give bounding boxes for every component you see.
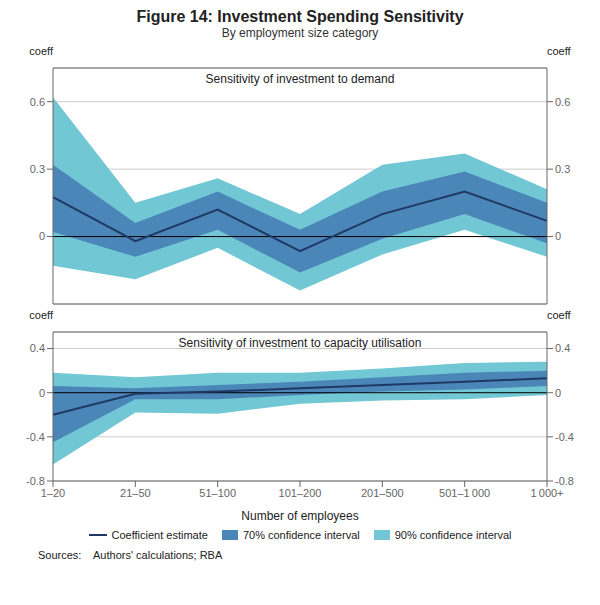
html-text:90% confidence interval: 90% confidence interval xyxy=(394,529,512,541)
svg-text:1–20: 1–20 xyxy=(41,487,65,499)
html-text:By employment size category: By employment size category xyxy=(221,26,379,40)
svg-text:-0.8: -0.8 xyxy=(555,475,574,487)
svg-text:51–100: 51–100 xyxy=(199,487,236,499)
html-text:coeff: coeff xyxy=(547,45,571,57)
svg-text:-0.4: -0.4 xyxy=(555,431,574,443)
html-text:coeff: coeff xyxy=(29,45,53,57)
svg-text:0.6: 0.6 xyxy=(30,96,45,108)
svg-text:0: 0 xyxy=(39,387,45,399)
svg-text:0: 0 xyxy=(555,230,561,242)
svg-text:0: 0 xyxy=(39,230,45,242)
svg-text:0.4: 0.4 xyxy=(30,342,45,354)
svg-text:0.3: 0.3 xyxy=(555,163,570,175)
html-text:Figure 14: Investment Spending: Figure 14: Investment Spending Sensitivi… xyxy=(136,8,464,25)
svg-text:0.3: 0.3 xyxy=(30,163,45,175)
html-text:Sensitivity of investment to d: Sensitivity of investment to demand xyxy=(205,72,395,86)
svg-text:-0.8: -0.8 xyxy=(26,475,45,487)
svg-text:501–1 000: 501–1 000 xyxy=(439,487,490,499)
html-text:Sources: Authors' calculations: Sources: Authors' calculations; RBA xyxy=(38,549,223,561)
svg-text:0.6: 0.6 xyxy=(555,96,570,108)
html-text:coeff: coeff xyxy=(29,309,53,321)
html-text:70% confidence interval: 70% confidence interval xyxy=(242,529,360,541)
svg-text:0.4: 0.4 xyxy=(555,342,570,354)
svg-text:0: 0 xyxy=(555,387,561,399)
svg-text:-0.4: -0.4 xyxy=(26,431,45,443)
svg-text:201–500: 201–500 xyxy=(361,487,404,499)
html-text:Sensitivity of investment to c: Sensitivity of investment to capacity ut… xyxy=(178,336,422,350)
html-text:Number of employees: Number of employees xyxy=(241,509,359,523)
html-text:coeff: coeff xyxy=(547,309,571,321)
svg-text:1 000+: 1 000+ xyxy=(530,487,563,499)
svg-text:21–50: 21–50 xyxy=(120,487,151,499)
html-text:Coefficient estimate: Coefficient estimate xyxy=(111,529,208,541)
svg-text:101–200: 101–200 xyxy=(279,487,322,499)
